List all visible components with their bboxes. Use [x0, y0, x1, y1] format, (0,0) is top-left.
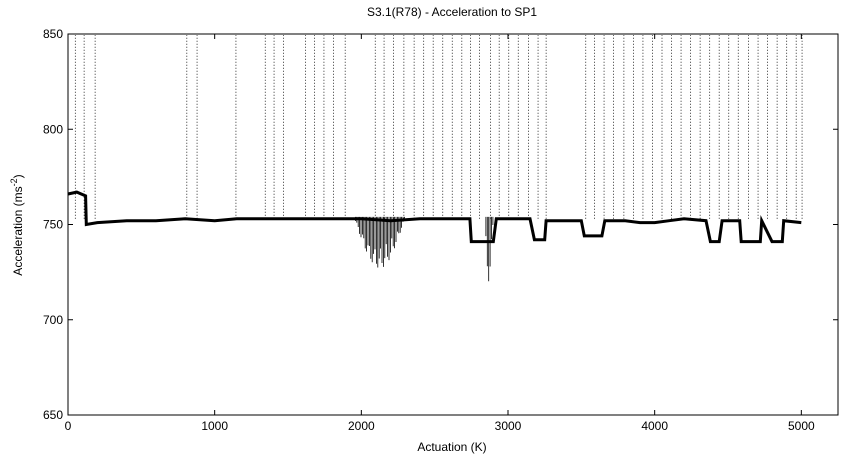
x-tick-label: 2000 — [348, 419, 375, 433]
y-tick-label: 700 — [43, 313, 63, 327]
chart-title: S3.1(R78) - Acceleration to SP1 — [367, 5, 537, 19]
x-tick-label: 0 — [65, 419, 72, 433]
y-axis-label-main: Acceleration (ms — [11, 186, 25, 275]
x-tick-label: 5000 — [788, 419, 815, 433]
baseline-trace — [67, 190, 802, 244]
y-tick-label: 750 — [43, 218, 63, 232]
y-axis-label-superscript: -2 — [9, 178, 19, 186]
x-tick-label: 3000 — [495, 419, 522, 433]
dip-region — [485, 216, 494, 282]
dip-region — [355, 216, 405, 268]
x-axis-label: Actuation (K) — [417, 440, 486, 454]
y-axis-label: Acceleration (ms-2) — [9, 174, 25, 275]
series-trace — [67, 35, 803, 282]
x-tick-label: 4000 — [641, 419, 668, 433]
x-tick-label: 1000 — [201, 419, 228, 433]
x-axis: 0 1000 2000 3000 4000 5000 — [65, 34, 815, 433]
y-axis: 650 700 750 800 850 — [43, 27, 838, 422]
y-tick-label: 850 — [43, 27, 63, 41]
y-axis-label-suffix: ) — [11, 174, 25, 178]
y-tick-label: 650 — [43, 408, 63, 422]
y-tick-label: 800 — [43, 122, 63, 136]
